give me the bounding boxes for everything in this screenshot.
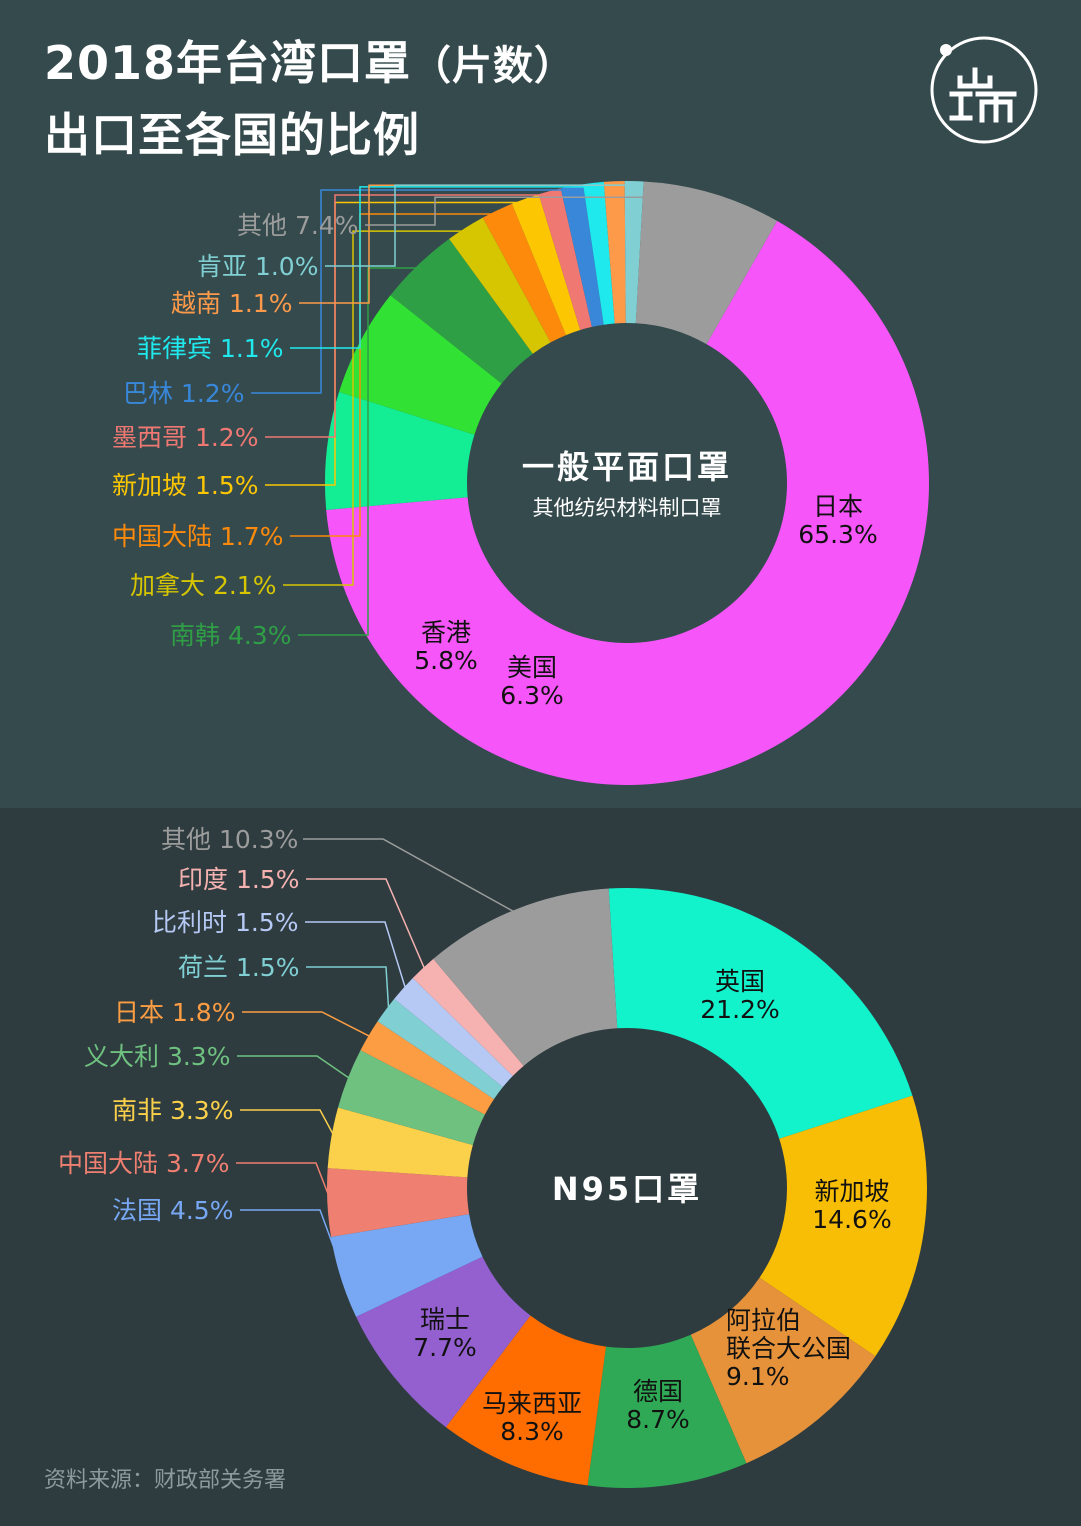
leader-line-中国大陆 xyxy=(290,213,499,537)
slice-label-印度: 印度 1.5% xyxy=(178,865,299,894)
slice-其他 xyxy=(433,888,618,1066)
slice-义大利 xyxy=(338,1050,485,1146)
slice-label-其他: 其他 7.4% xyxy=(237,211,358,240)
slice-新加坡 xyxy=(759,1095,927,1357)
leader-line-加拿大 xyxy=(283,230,468,586)
data-source: 资料来源：财政部关务署 xyxy=(44,1468,287,1493)
logo-icon xyxy=(930,36,1038,144)
leader-line-南韩 xyxy=(298,267,421,636)
leader-line-义大利 xyxy=(237,1055,352,1081)
leader-line-法国 xyxy=(240,1209,346,1277)
slice-荷兰 xyxy=(377,998,503,1100)
slice-瑞士 xyxy=(356,1256,531,1428)
donut-center-title-2: N95口罩 xyxy=(552,1170,702,1208)
leader-line-中国大陆 xyxy=(236,1162,333,1203)
slice-label-阿拉伯联合大公国: 阿拉伯联合大公国 9.1% xyxy=(726,1306,851,1391)
slice-label-加拿大: 加拿大 2.1% xyxy=(130,571,276,600)
slice-法国 xyxy=(331,1214,483,1317)
slice-label-越南: 越南 1.1% xyxy=(171,289,292,318)
donut-center-title-1: 一般平面口罩 xyxy=(522,448,732,486)
leader-line-比利时 xyxy=(305,921,407,992)
leader-line-南非 xyxy=(240,1109,336,1139)
slice-新加坡 xyxy=(511,194,581,336)
slice-印度 xyxy=(412,958,524,1076)
slice-肯亚 xyxy=(624,181,644,324)
slice-label-南非: 南非 3.3% xyxy=(112,1096,233,1125)
leader-line-日本 xyxy=(242,1011,373,1039)
slice-label-南韩: 南韩 4.3% xyxy=(170,621,291,650)
slice-label-其他: 其他 10.3% xyxy=(161,825,298,854)
slice-label-比利时: 比利时 1.5% xyxy=(152,908,298,937)
slice-加拿大 xyxy=(449,217,551,354)
slice-label-日本: 日本 65.3% xyxy=(798,492,877,549)
slice-日本 xyxy=(360,1021,494,1115)
slice-美国 xyxy=(325,391,475,510)
slice-南非 xyxy=(327,1107,473,1178)
slice-菲律宾 xyxy=(583,181,615,325)
slice-label-新加坡: 新加坡 1.5% xyxy=(112,471,258,500)
leader-line-其他 xyxy=(365,196,712,226)
slice-中国大陆 xyxy=(482,203,567,343)
slice-label-荷兰: 荷兰 1.5% xyxy=(178,953,299,982)
slice-label-菲律宾: 菲律宾 1.1% xyxy=(137,334,283,363)
slice-南韩 xyxy=(390,238,533,384)
title-line-2: 出口至各国的比例 xyxy=(44,108,420,162)
donut-chart-2: 英国 21.2% 新加坡 14.6% 阿拉伯联合大公国 9.1% 德国 8.7% 马来西亚 8.3… xyxy=(58,825,927,1488)
slice-label-英国: 英国 21.2% xyxy=(700,967,779,1024)
leader-line-菲律宾 xyxy=(290,186,594,349)
slice-label-香港: 香港 5.8% xyxy=(414,618,478,675)
leader-line-印度 xyxy=(306,878,427,972)
slice-label-中国大陆: 中国大陆 1.7% xyxy=(112,522,283,551)
leader-line-巴林 xyxy=(251,189,573,394)
slice-英国 xyxy=(608,888,913,1139)
slice-label-新加坡: 新加坡 14.6% xyxy=(812,1177,891,1234)
slice-label-义大利: 义大利 3.3% xyxy=(84,1042,230,1071)
leader-line-墨西哥 xyxy=(265,194,551,438)
slice-label-中国大陆: 中国大陆 3.7% xyxy=(58,1149,229,1178)
slice-label-法国: 法国 4.5% xyxy=(112,1196,233,1225)
slice-label-墨西哥: 墨西哥 1.2% xyxy=(112,423,258,452)
slice-label-日本: 日本 1.8% xyxy=(114,998,235,1027)
slice-日本 xyxy=(326,220,930,786)
slice-阿拉伯联合大公国 xyxy=(690,1277,876,1464)
slice-label-瑞士: 瑞士 7.7% xyxy=(413,1305,477,1362)
slice-德国 xyxy=(587,1334,747,1488)
slice-中国大陆 xyxy=(327,1168,470,1237)
slice-label-马来西亚: 马来西亚 8.3% xyxy=(482,1389,582,1446)
slice-label-巴林: 巴林 1.2% xyxy=(123,379,244,408)
donut-center-subtitle-1: 其他纺织材料制口罩 xyxy=(533,496,722,520)
title-main: 2018年台湾口罩 xyxy=(44,36,412,90)
leader-line-荷兰 xyxy=(306,966,390,1013)
slice-墨西哥 xyxy=(538,188,592,330)
title-unit: （片数） xyxy=(411,43,576,89)
leader-line-其他 xyxy=(303,838,518,914)
slice-label-美国: 美国 6.3% xyxy=(500,653,564,710)
slice-巴林 xyxy=(560,184,604,327)
slice-越南 xyxy=(603,181,626,324)
slice-其他 xyxy=(635,181,778,345)
slice-马来西亚 xyxy=(445,1315,606,1486)
slice-比利时 xyxy=(394,977,513,1088)
donut-chart-1: 日本 65.3% 美国 6.3% 香港 5.8% 南韩 4.3% 加拿大 2.1% 中国大陆 1… xyxy=(112,181,930,786)
slice-label-肯亚: 肯亚 1.0% xyxy=(197,252,318,281)
title-line-1: 2018年台湾口罩（片数） xyxy=(44,40,575,86)
slice-label-德国: 德国 8.7% xyxy=(626,1377,690,1434)
slice-香港 xyxy=(339,295,502,435)
